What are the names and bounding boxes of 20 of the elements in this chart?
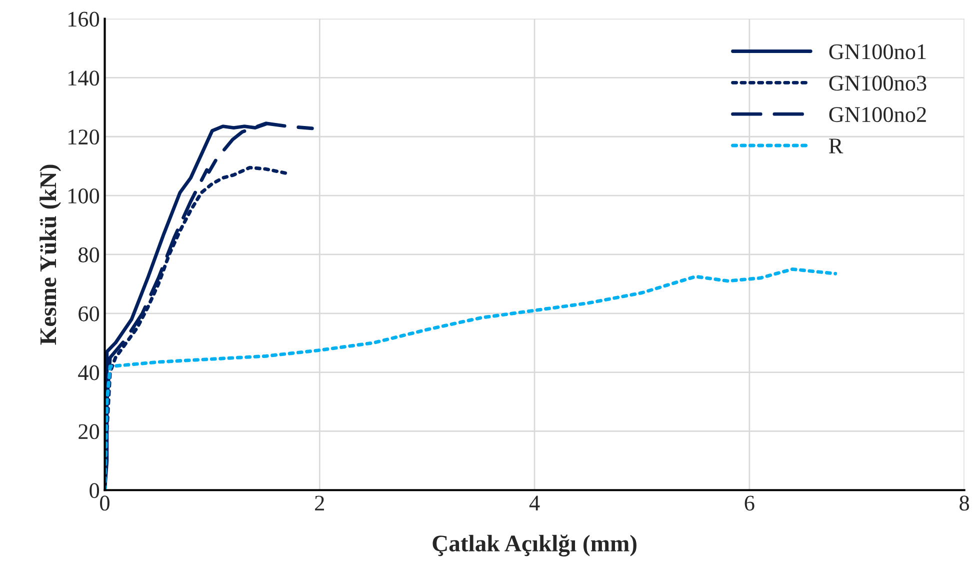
- x-axis-title: Çatlak Açıklğı (mm): [432, 534, 636, 556]
- x-tick-label: 8: [960, 496, 970, 511]
- legend-label: GN100no3: [829, 76, 926, 91]
- y-axis-title: Kesme Yükü (kN): [40, 164, 62, 345]
- x-tick-label: 4: [529, 496, 540, 510]
- x-tick-label: 6: [744, 496, 754, 511]
- y-tick-label: 80: [78, 247, 100, 262]
- legend-label: R: [829, 138, 844, 154]
- x-tick-label: 0: [100, 496, 110, 511]
- y-tick-label: 120: [68, 130, 100, 145]
- y-tick-label: 160: [68, 12, 100, 27]
- legend-label: GN100no2: [829, 107, 926, 122]
- y-tick-label: 60: [78, 306, 100, 322]
- y-tick-label: 140: [68, 70, 100, 86]
- legend-label: GN100no1: [829, 44, 926, 60]
- x-tick-label: 2: [315, 496, 324, 510]
- y-tick-label: 40: [78, 365, 100, 380]
- y-tick-label: 0: [90, 483, 100, 498]
- y-tick-label: 100: [68, 188, 100, 204]
- y-tick-label: 20: [78, 424, 100, 440]
